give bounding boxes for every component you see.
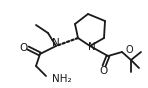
Text: O: O <box>100 66 108 76</box>
Text: O: O <box>126 45 134 55</box>
Text: N: N <box>52 38 60 48</box>
Text: N: N <box>88 42 96 52</box>
Text: O: O <box>19 43 27 53</box>
Text: NH₂: NH₂ <box>52 74 72 84</box>
